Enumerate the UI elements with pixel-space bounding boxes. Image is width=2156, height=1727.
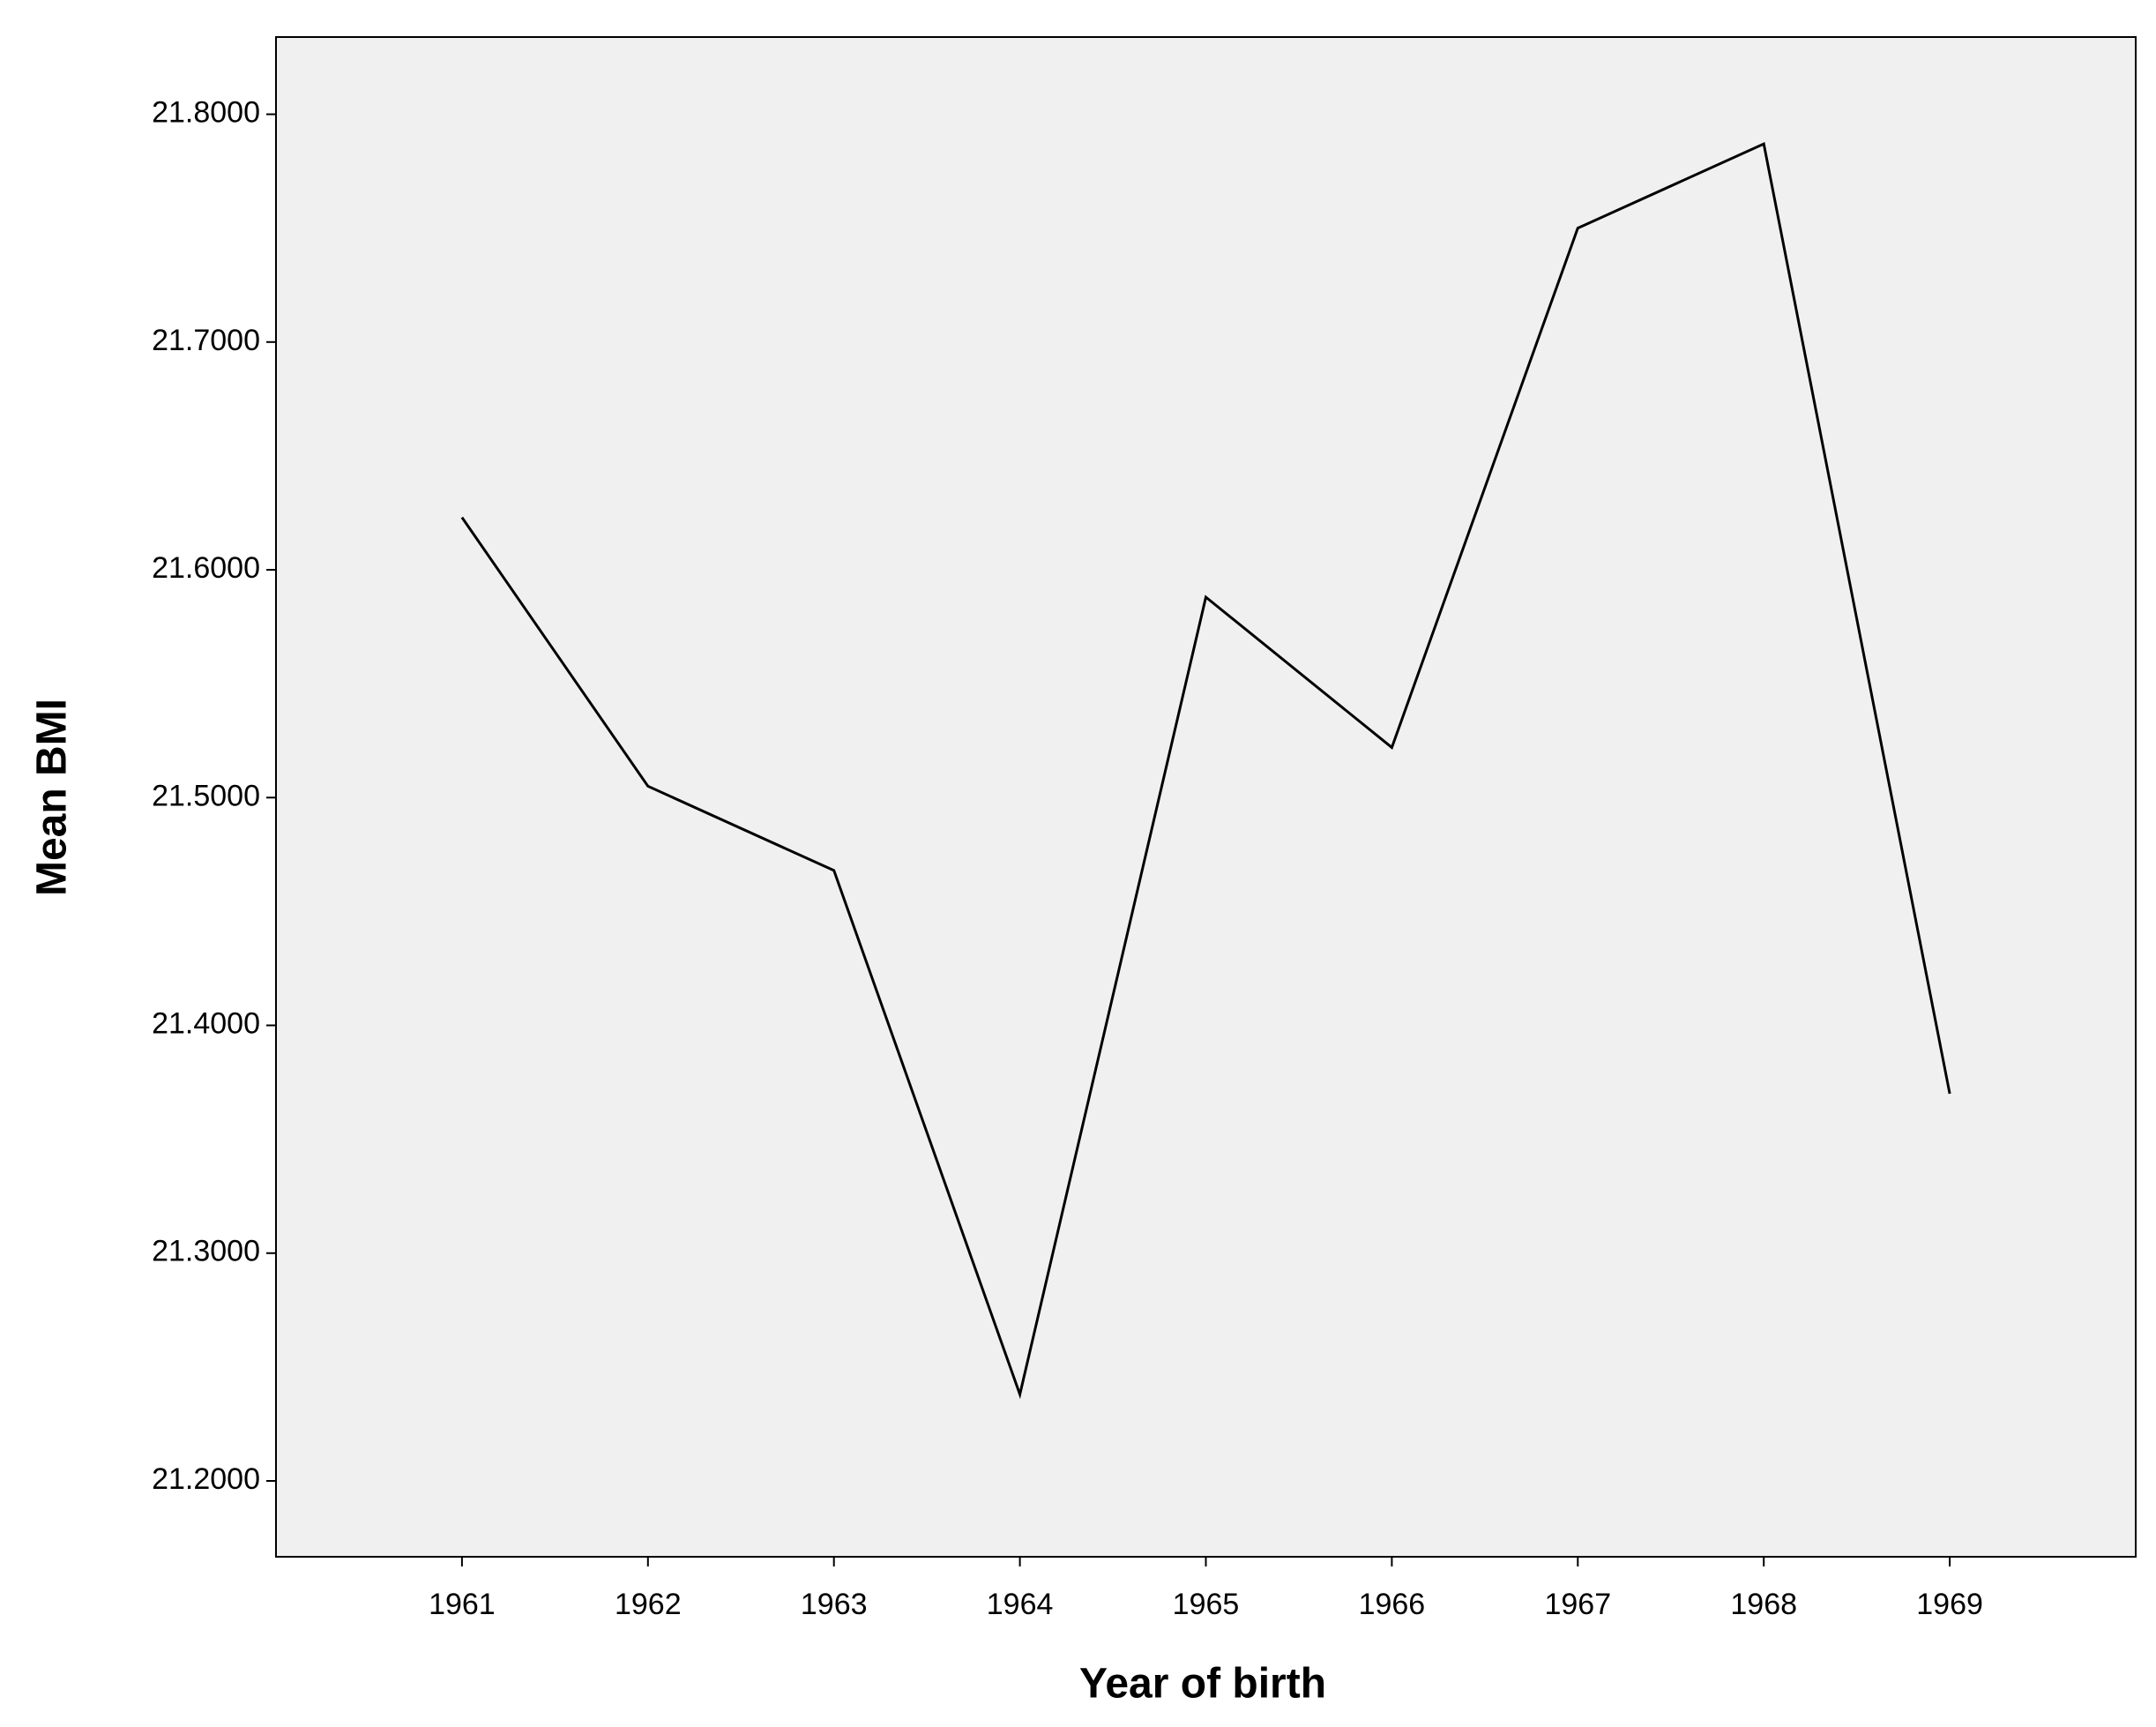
y-tick-label: 21.6000: [152, 551, 260, 585]
y-tick-label: 21.4000: [152, 1007, 260, 1041]
x-tick-label: 1969: [1916, 1588, 1983, 1621]
x-tick-label: 1968: [1730, 1588, 1797, 1621]
x-tick-label: 1962: [615, 1588, 682, 1621]
y-tick-label: 21.7000: [152, 324, 260, 357]
y-tick-label: 21.2000: [152, 1462, 260, 1496]
x-tick-label: 1967: [1544, 1588, 1611, 1621]
x-axis-title: Year of birth: [1079, 1661, 1326, 1708]
plot-area: [275, 36, 2137, 1558]
y-tick-label: 21.3000: [152, 1235, 260, 1268]
x-tick-label: 1961: [429, 1588, 496, 1621]
data-line: [460, 141, 1951, 1400]
y-tick-label: 21.8000: [152, 96, 260, 130]
x-tick-label: 1964: [987, 1588, 1054, 1621]
x-tick-label: 1965: [1173, 1588, 1240, 1621]
x-tick-label: 1966: [1359, 1588, 1426, 1621]
x-tick-label: 1963: [801, 1588, 868, 1621]
y-axis-title: Mean BMI: [29, 699, 76, 896]
y-tick-label: 21.5000: [152, 779, 260, 812]
